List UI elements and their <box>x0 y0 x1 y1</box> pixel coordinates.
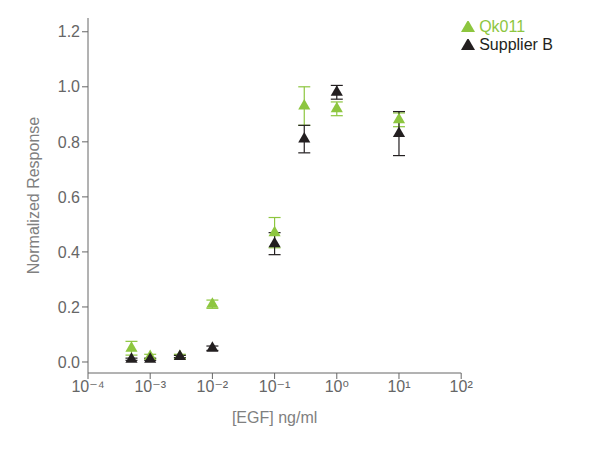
svg-text:[EGF] ng/ml: [EGF] ng/ml <box>232 409 317 426</box>
svg-text:0.8: 0.8 <box>58 134 80 151</box>
svg-text:0.6: 0.6 <box>58 189 80 206</box>
svg-text:10⁻¹: 10⁻¹ <box>259 378 291 395</box>
svg-text:1.2: 1.2 <box>58 23 80 40</box>
svg-text:10⁰: 10⁰ <box>325 378 349 395</box>
svg-text:Normalized Response: Normalized Response <box>25 117 42 275</box>
svg-text:10⁻²: 10⁻² <box>197 378 229 395</box>
html-text:Supplier B: Supplier B <box>479 36 553 53</box>
svg-text:10¹: 10¹ <box>387 378 410 395</box>
svg-text:0.0: 0.0 <box>58 354 80 371</box>
svg-text:0.2: 0.2 <box>58 299 80 316</box>
svg-text:10⁻⁴: 10⁻⁴ <box>71 378 104 395</box>
svg-text:10⁻³: 10⁻³ <box>134 378 166 395</box>
html-text:Qk011: Qk011 <box>479 18 526 35</box>
svg-text:1.0: 1.0 <box>58 78 80 95</box>
svg-text:10²: 10² <box>450 378 474 395</box>
svg-text:0.4: 0.4 <box>58 244 80 261</box>
